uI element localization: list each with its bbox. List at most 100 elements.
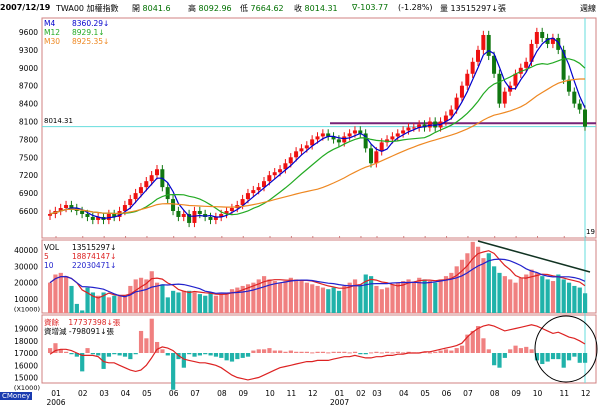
close-value: 8014.31	[304, 4, 338, 13]
price-tick-label: 9000	[19, 64, 38, 73]
volume-bar	[534, 272, 540, 313]
volume-bar	[267, 279, 272, 313]
last-price-label: 8014.31	[44, 117, 73, 125]
month-label: 10	[533, 389, 543, 398]
period-mode[interactable]: 週線	[580, 4, 596, 13]
candle-body	[470, 61, 475, 74]
candle-body	[518, 67, 523, 74]
margin-change-bar	[278, 350, 283, 353]
volume-bar	[197, 294, 202, 313]
margin-change-bar	[96, 353, 101, 356]
candle-body	[443, 115, 448, 122]
margin-change-bar	[197, 353, 202, 356]
legend-name: M4	[44, 19, 56, 28]
candle-body	[513, 73, 518, 86]
legend-value: 8929.1↓	[72, 28, 105, 37]
candle-body	[331, 136, 336, 140]
month-label: 02	[356, 389, 366, 398]
margin-change-bar	[224, 353, 229, 361]
candle-body	[454, 97, 459, 110]
month-label: 06	[169, 389, 179, 398]
candle-body	[299, 148, 304, 152]
month-label: 10	[265, 389, 275, 398]
margin-change-bar	[267, 348, 272, 353]
volume-bar	[112, 295, 117, 313]
margin-change-bar	[374, 351, 379, 353]
margin-change-bar	[310, 352, 315, 354]
margin-change-bar	[566, 353, 572, 361]
price-tick-label: 7200	[19, 171, 38, 180]
margin-change-bar	[513, 345, 518, 353]
candle-body	[363, 133, 368, 149]
margin-tick-label: 18000	[14, 337, 38, 346]
margin-change-bar	[144, 338, 149, 353]
month-label: 03	[372, 389, 382, 398]
candle-body	[171, 199, 176, 211]
volume-bar	[390, 284, 395, 313]
margin-tick-label: 19000	[14, 325, 38, 334]
margin-change-bar	[572, 353, 577, 357]
volume-bar	[299, 281, 304, 313]
candle-body	[417, 124, 422, 128]
volume-bar	[53, 274, 58, 313]
candle-body	[481, 34, 486, 50]
margin-change-bar	[336, 351, 342, 353]
volume-bar	[459, 259, 465, 313]
month-label: 09	[511, 389, 521, 398]
month-label: 09	[238, 389, 248, 398]
month-label: 12	[308, 389, 318, 398]
margin-change-bar	[138, 330, 144, 353]
month-label: 12	[581, 389, 591, 398]
margin-change-bar	[561, 353, 566, 368]
low-label: 低	[240, 4, 248, 13]
volume-bar	[262, 276, 267, 313]
margin-change-bar	[112, 353, 117, 355]
candle-body	[165, 187, 170, 200]
volume-bar	[208, 292, 213, 313]
volume-bar	[374, 285, 379, 313]
low-value: 7664.62	[250, 4, 284, 13]
candle-body	[96, 216, 101, 220]
year-label: 2006	[46, 398, 65, 407]
volume-bar	[395, 282, 400, 313]
cursor-label: 19	[586, 228, 595, 236]
candle-body	[112, 213, 117, 217]
volume-bar	[315, 285, 320, 313]
volume-bar	[192, 292, 197, 313]
volume-bar	[363, 274, 368, 313]
volume-bar	[540, 276, 545, 313]
high-value: 8092.96	[198, 4, 232, 13]
candle-body	[358, 130, 363, 134]
margin-tick-label: 16000	[14, 361, 38, 370]
volume-bar	[224, 292, 229, 313]
volume-bar	[556, 274, 561, 313]
margin-tick-label: 15000	[14, 374, 38, 383]
volume-ma10-line	[49, 258, 586, 298]
volume-legend: VOL 13515297↓ 5 18874147↓ 10 22030471↓	[44, 243, 116, 270]
margin-change-bar	[326, 352, 331, 354]
candle-body	[149, 175, 154, 182]
margin-change-bar	[577, 353, 582, 363]
margin-change-bar	[427, 352, 433, 354]
volume-bar	[144, 279, 149, 313]
candle-body	[395, 133, 400, 137]
candle-body	[267, 175, 272, 182]
volume-bar	[160, 284, 165, 313]
candle-body	[133, 193, 138, 200]
margin-change-bar	[492, 353, 497, 366]
candle-body	[294, 151, 299, 158]
volume-tick-label: 30000	[14, 262, 38, 271]
margin-change-bar	[486, 349, 491, 353]
legend-name: 10	[44, 261, 54, 270]
volume-bar	[502, 276, 507, 313]
candle-body	[492, 55, 497, 74]
legend-value: 13515297↓	[72, 243, 117, 252]
margin-change-bar	[304, 351, 309, 353]
volume-ma5-line	[49, 250, 586, 299]
margin-change-bar	[133, 353, 138, 355]
price-tick-label: 8100	[19, 118, 38, 127]
margin-change-bar	[64, 351, 69, 353]
ma4-line	[49, 37, 586, 220]
margin-change-bar	[208, 353, 213, 356]
